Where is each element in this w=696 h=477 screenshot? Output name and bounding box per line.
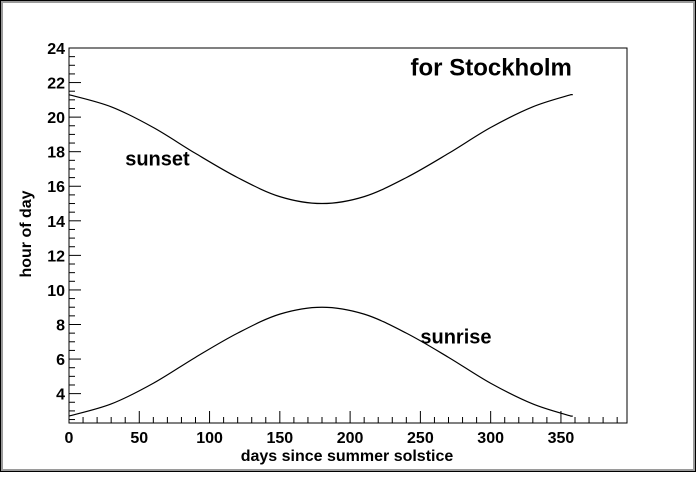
x-tick-label: 150 — [266, 430, 293, 447]
y-tick-label: 18 — [47, 145, 65, 162]
x-tick-label: 0 — [65, 430, 74, 447]
sunset-label: sunset — [125, 149, 190, 171]
y-tick-label: 14 — [47, 214, 65, 231]
y-tick-label: 22 — [47, 76, 65, 93]
sunrise-curve — [68, 306, 573, 417]
x-tick-label: 200 — [337, 430, 364, 447]
x-tick-label: 350 — [548, 430, 575, 447]
chart-title: for Stockholm — [411, 55, 572, 82]
y-tick-label: 24 — [47, 41, 65, 58]
tick-labels: 0 50 100 150 200 250 300 350 4 6 8 10 12 14 16 18 20 22 24 — [47, 41, 574, 447]
x-tick-label: 50 — [130, 430, 148, 447]
y-tick-label: 8 — [56, 317, 65, 334]
y-tick-label: 10 — [47, 283, 65, 300]
x-axis-title: days since summer solstice — [241, 448, 454, 465]
y-tick-label: 4 — [56, 387, 65, 404]
y-tick-label: 20 — [47, 110, 65, 127]
axis-ticks — [68, 47, 618, 423]
y-tick-label: 16 — [47, 179, 65, 196]
x-tick-label: 250 — [407, 430, 434, 447]
y-tick-label: 6 — [56, 352, 65, 369]
x-tick-label: 300 — [477, 430, 504, 447]
sunrise-label: sunrise — [420, 327, 491, 349]
x-tick-label: 100 — [196, 430, 223, 447]
y-axis-title: hour of day — [18, 190, 35, 277]
data-series — [68, 94, 573, 417]
sunset-curve — [68, 94, 573, 205]
y-tick-label: 12 — [47, 248, 65, 265]
plot-area — [68, 47, 628, 424]
